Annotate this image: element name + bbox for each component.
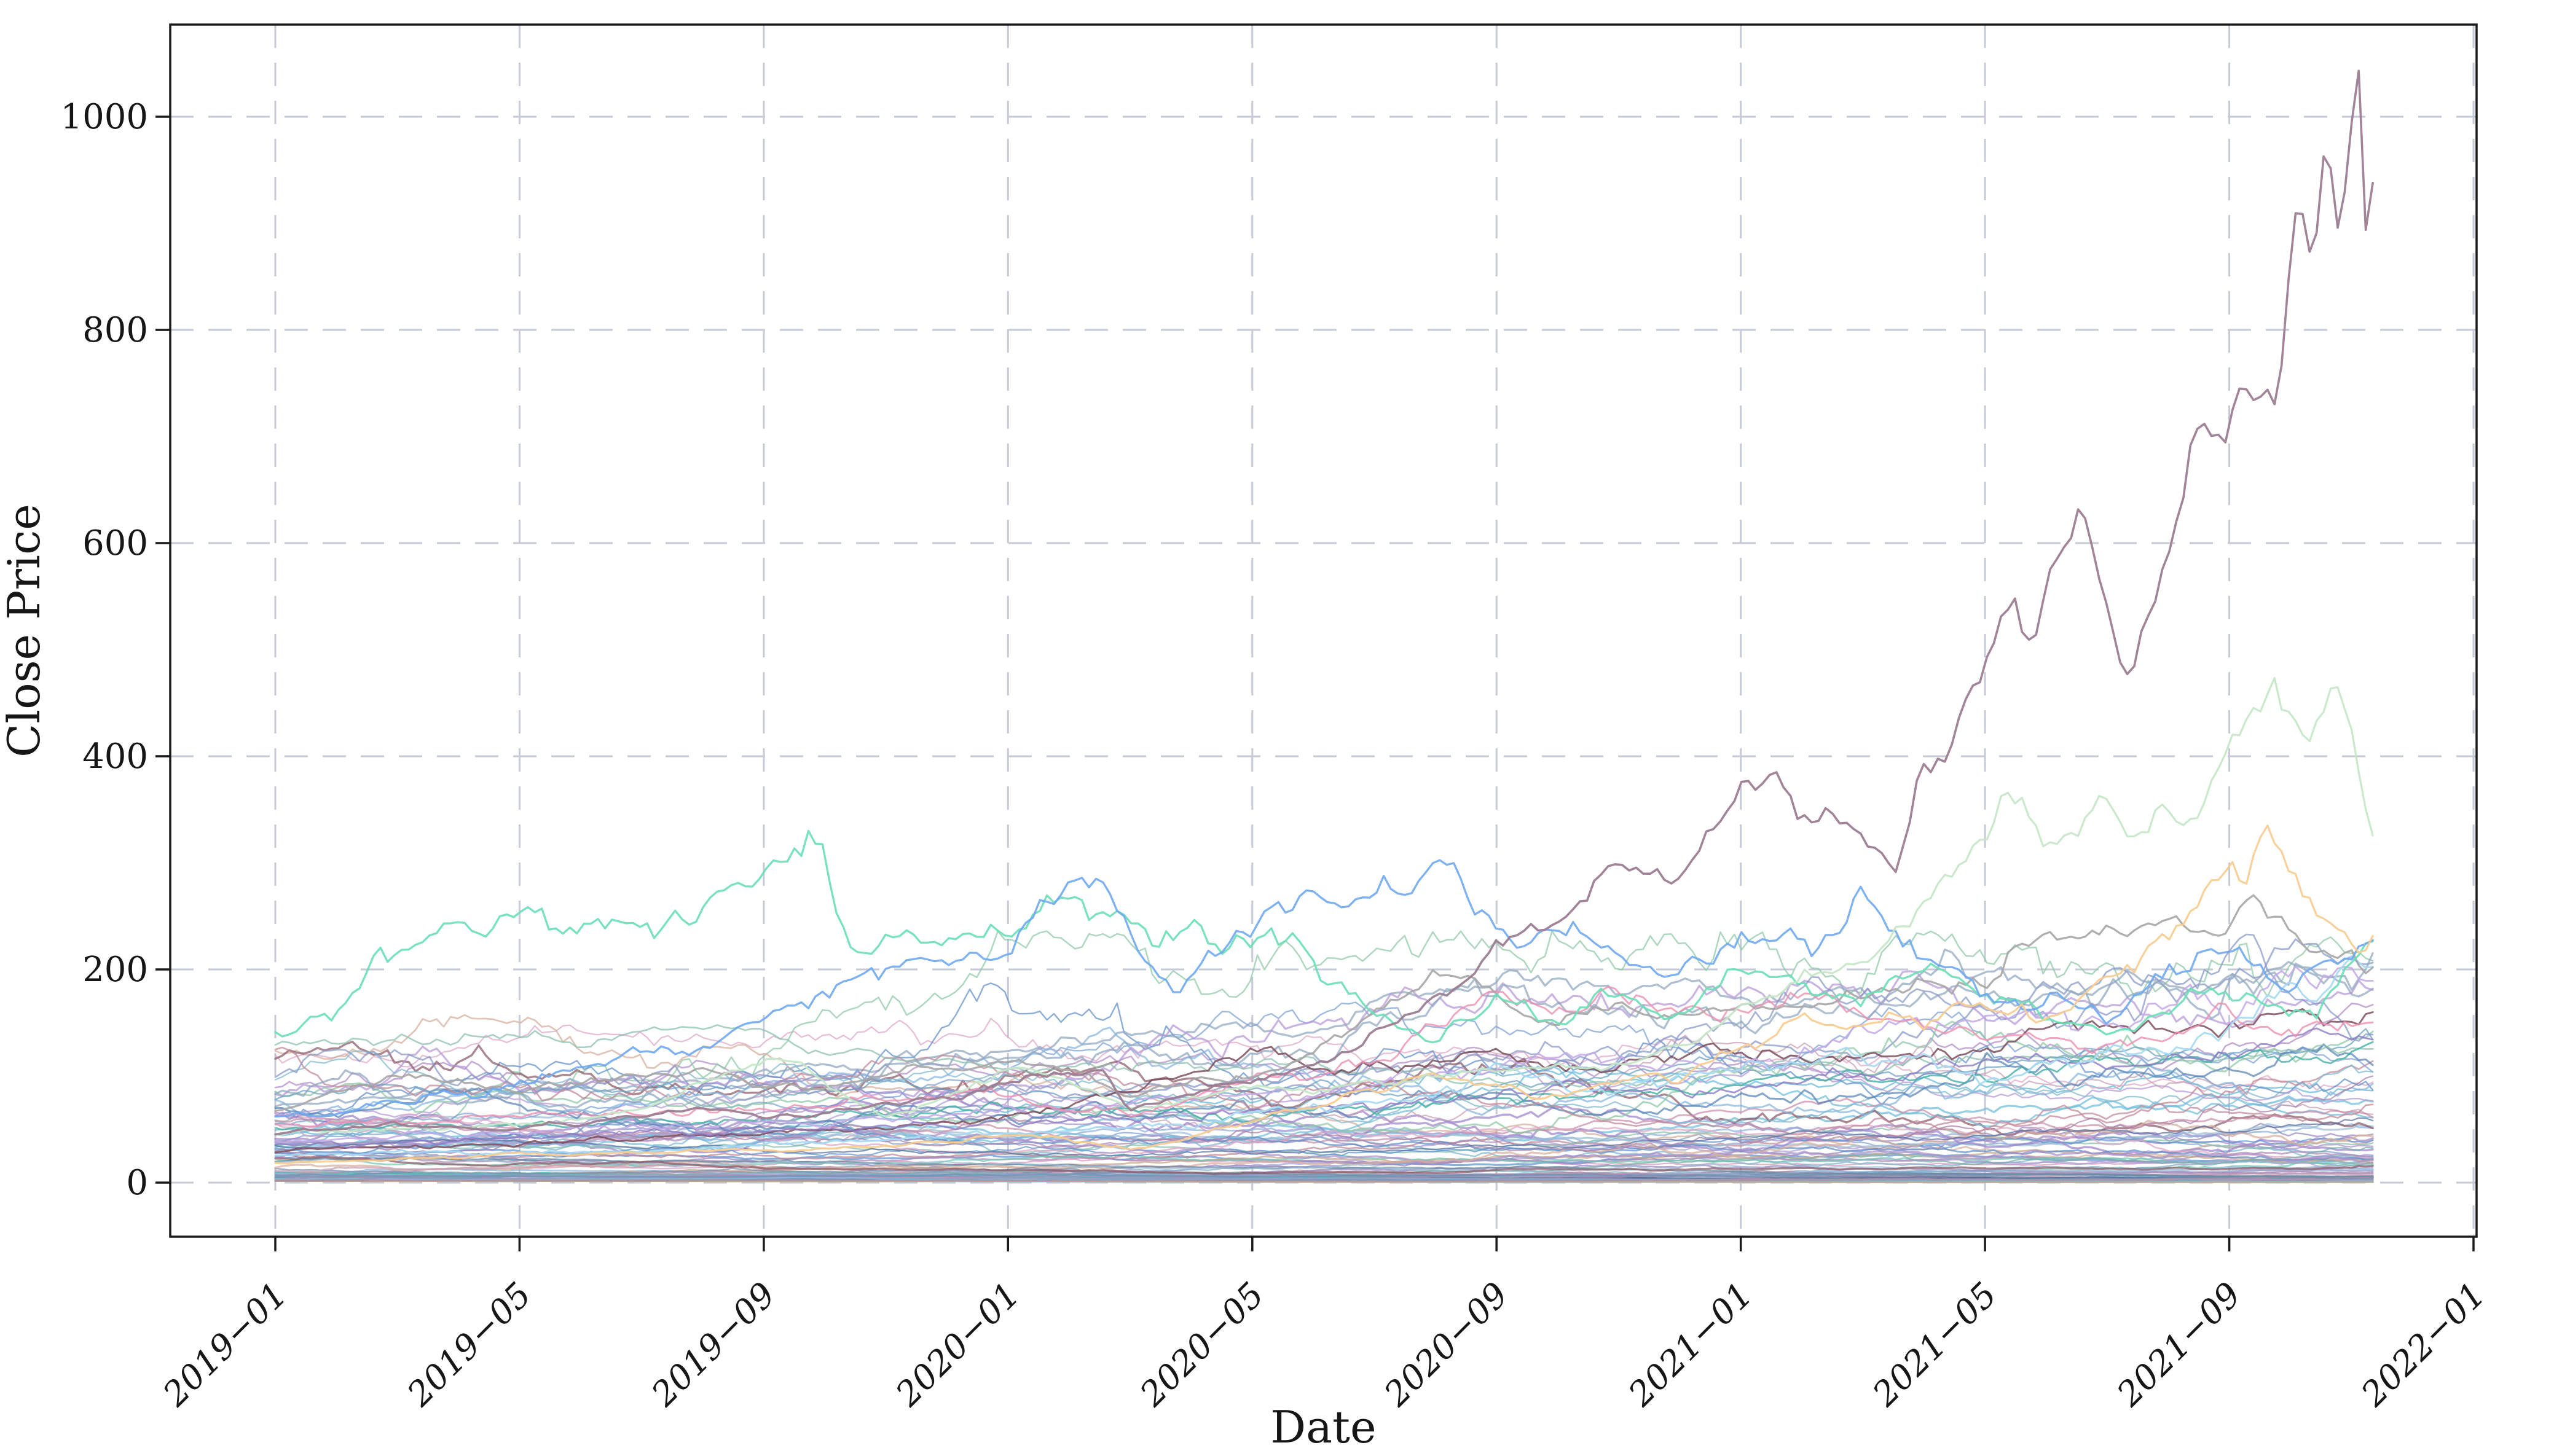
y-tick-label: 800: [82, 310, 148, 350]
series-line-gray: [274, 894, 2374, 1112]
series-line-blue: [274, 859, 2374, 1118]
background-series-line: [274, 1097, 2374, 1144]
plot-border: [169, 23, 2478, 1238]
tick-marks: [155, 115, 2475, 1251]
series-line-aquamarine: [274, 829, 2374, 1044]
background-series-line: [274, 1117, 2374, 1157]
background-series-line: [274, 1028, 2374, 1105]
y-tick-label: 0: [126, 1163, 148, 1203]
background-series-line: [274, 938, 2374, 1146]
background-series-line: [274, 970, 2374, 1098]
background-series-line: [274, 1017, 2374, 1092]
background-series-line: [274, 1065, 2374, 1151]
series-line-palegreen: [274, 677, 2374, 1137]
y-tick-label: 400: [82, 737, 148, 777]
background-series-line: [274, 1075, 2374, 1154]
x-axis-label: Date: [1270, 1401, 1376, 1453]
background-series-line: [274, 1027, 2374, 1117]
background-series-line: [274, 1001, 2374, 1127]
series-line-mauve: [274, 69, 2374, 1136]
series-line-violet: [274, 966, 2374, 1144]
y-tick-label: 1000: [60, 97, 148, 137]
series-line-orange: [274, 824, 2374, 1165]
series-lines: [274, 69, 2374, 1183]
y-tick-label: 200: [82, 950, 148, 990]
y-axis-label: Close Price: [0, 504, 50, 757]
background-series-line: [274, 1167, 2374, 1180]
background-series-line: [274, 1119, 2374, 1172]
background-series-line: [274, 1156, 2374, 1175]
y-tick-label: 600: [82, 523, 148, 563]
background-series-line: [274, 1024, 2374, 1091]
background-series-line: [274, 1046, 2374, 1136]
background-series-line: [274, 1136, 2374, 1161]
background-series-line: [274, 1180, 2374, 1183]
background-series-line: [274, 1176, 2374, 1183]
background-series-line: [274, 1020, 2374, 1134]
